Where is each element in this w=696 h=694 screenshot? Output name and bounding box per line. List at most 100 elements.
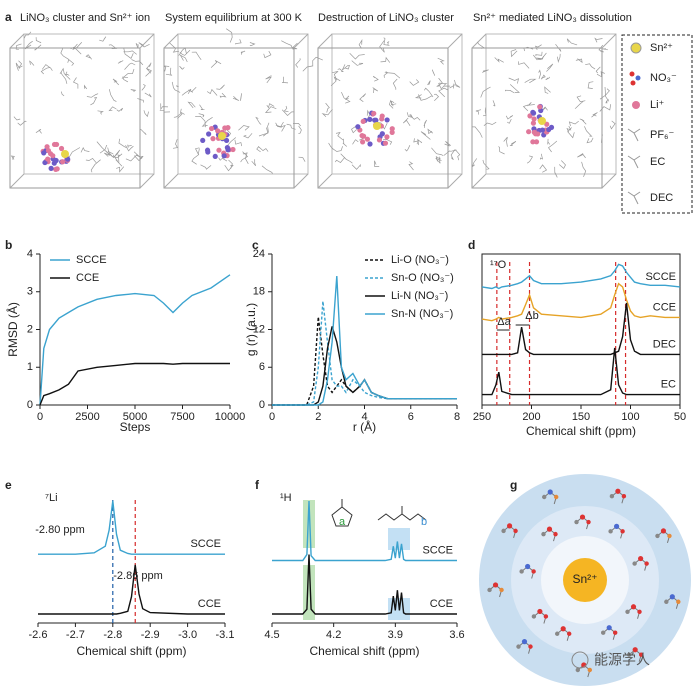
solvent-molecule <box>195 115 206 128</box>
solvent-molecule <box>255 116 262 125</box>
solvent-molecule <box>483 121 497 126</box>
panel-label: d <box>468 238 475 252</box>
solvent-molecule <box>372 75 379 82</box>
solvent-molecule <box>118 138 127 148</box>
solvent-molecule <box>427 80 431 86</box>
solvent-molecule <box>482 159 490 170</box>
solvent-molecule <box>602 48 608 51</box>
solvent-molecule <box>226 28 233 43</box>
solvent-molecule <box>431 69 436 76</box>
atom <box>560 626 566 632</box>
x-tick-label: 100 <box>621 411 639 423</box>
solvent-molecule <box>494 57 504 63</box>
x-tick-label: 7500 <box>170 411 194 423</box>
x-axis-label: Steps <box>120 420 151 434</box>
series-line <box>272 554 457 615</box>
panel-label: f <box>255 478 260 492</box>
solvent-molecule <box>234 139 243 147</box>
x-tick-label: 0 <box>269 411 275 423</box>
legend-label: CCE <box>76 272 99 284</box>
legend-label: DEC <box>650 192 673 204</box>
solvent-molecule <box>321 108 333 117</box>
atom <box>637 609 642 614</box>
ion <box>208 125 215 132</box>
solvent-molecule <box>545 76 550 81</box>
ion <box>48 165 54 171</box>
tin-ion <box>218 132 226 140</box>
panel-title: LiNO₃ cluster and Sn²⁺ ion <box>20 12 150 24</box>
atom <box>606 625 612 631</box>
atom <box>506 523 513 529</box>
x-tick-label: 250 <box>473 411 491 423</box>
solvent-molecule <box>141 84 146 91</box>
atom <box>492 582 499 588</box>
solvent-molecule <box>143 110 149 118</box>
ion <box>58 145 65 152</box>
ion <box>216 147 222 153</box>
ion <box>204 147 211 153</box>
solvent-molecule <box>117 60 124 64</box>
solvent-molecule <box>24 40 33 50</box>
solvent-molecule <box>480 86 491 98</box>
solvent-molecule <box>96 141 113 157</box>
atom <box>531 569 536 574</box>
solvent-molecule <box>84 84 88 90</box>
x-tick-label: 50 <box>674 411 686 423</box>
solvent-molecule <box>498 146 505 155</box>
atom <box>543 614 549 619</box>
solvent-molecule <box>437 57 445 65</box>
atom <box>660 528 667 534</box>
atom <box>521 639 528 645</box>
solvent-molecule <box>181 88 192 96</box>
solvent-molecule <box>218 157 228 162</box>
solvent-molecule <box>577 153 586 159</box>
solvent-molecule <box>116 107 124 112</box>
atom <box>579 514 586 520</box>
box-edge <box>139 173 155 189</box>
solvent-molecule <box>523 46 534 52</box>
atom <box>632 647 638 653</box>
solvent-molecule <box>509 140 517 147</box>
solvent-molecule <box>249 42 256 46</box>
nucleus-label: ¹⁷O <box>490 259 507 271</box>
nucleus-label: ⁷Li <box>45 492 58 504</box>
ion <box>360 118 366 125</box>
ion <box>530 120 537 126</box>
solvent-molecule <box>482 69 489 73</box>
solvent-molecule <box>34 44 42 51</box>
x-tick-label: 200 <box>522 411 540 423</box>
solvent-molecule <box>295 58 301 68</box>
solvent-molecule <box>558 160 566 169</box>
solvent-molecule <box>68 147 81 159</box>
solvent-molecule <box>505 115 514 120</box>
atom <box>667 533 672 539</box>
atom <box>554 494 559 500</box>
solvent-molecule <box>585 63 596 70</box>
x-axis-label: Chemical shift (ppm) <box>526 424 636 438</box>
solvent-molecule <box>540 74 546 80</box>
solvent-molecule <box>139 128 147 135</box>
box-edge <box>601 33 617 49</box>
atom <box>501 528 506 534</box>
ion <box>367 141 373 147</box>
legend-label: Sn-O (NO₃⁻) <box>391 272 454 284</box>
ion <box>371 110 377 117</box>
solvent-molecule <box>242 133 253 139</box>
solvent-molecule <box>216 84 225 90</box>
ion <box>53 141 60 148</box>
series-line <box>39 274 231 406</box>
molecule-bond <box>602 627 616 640</box>
solvent-molecule <box>568 120 579 127</box>
solvent-molecule <box>59 67 71 80</box>
highlight <box>388 528 410 550</box>
solvent-molecule <box>595 66 601 74</box>
ion <box>367 116 373 123</box>
solvent-molecule <box>450 149 456 161</box>
molecule-bond <box>533 610 547 624</box>
panel-title: Destruction of LiNO₃ cluster <box>318 12 454 24</box>
panel-title: System equilibrium at 300 K <box>165 12 303 24</box>
solvent-molecule <box>86 93 99 98</box>
ion <box>384 117 390 123</box>
series-line <box>482 302 680 356</box>
solvent-molecule <box>117 154 121 163</box>
